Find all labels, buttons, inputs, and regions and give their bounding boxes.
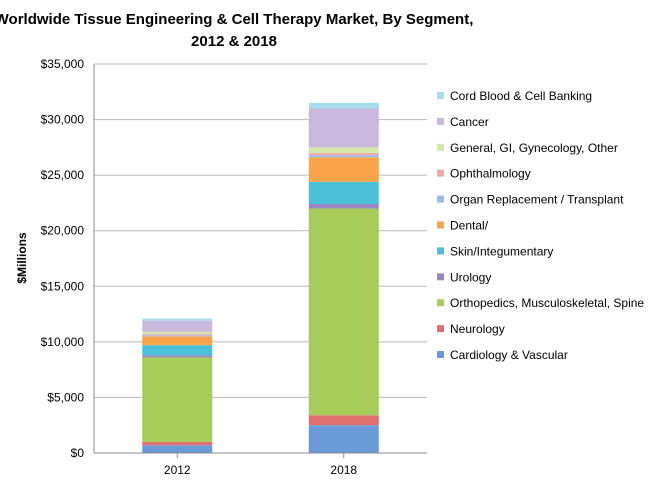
- bar-segment: [142, 355, 213, 358]
- legend: Cord Blood & Cell Banking Cancer General, …: [437, 89, 644, 362]
- legend-swatch: [437, 247, 444, 255]
- legend-swatch: [437, 325, 444, 333]
- bar-segment: [142, 318, 213, 321]
- legend-label: Cord Blood & Cell Banking: [450, 89, 592, 103]
- chart-title-line-2: 2012 & 2018: [191, 33, 277, 50]
- legend-swatch: [437, 299, 444, 307]
- legend-label: Organ Replacement / Transplant: [450, 193, 624, 207]
- bar-segment: [308, 415, 379, 426]
- bar-segment: [142, 331, 213, 335]
- bar-segment: [142, 345, 213, 356]
- y-tick-label: $20,000: [41, 224, 85, 238]
- legend-label: General, GI, Gynecology, Other: [450, 141, 618, 155]
- legend-label: Neurology: [450, 322, 505, 336]
- bar-segment: [308, 102, 379, 109]
- legend-swatch: [437, 92, 444, 99]
- legend-label: Skin/Integumentary: [450, 244, 553, 258]
- y-tick-label: $10,000: [41, 335, 85, 349]
- chart-title-line-1: Worldwide Tissue Engineering & Cell Ther…: [0, 11, 473, 28]
- y-tick-label: $30,000: [41, 113, 85, 127]
- legend-label: Urology: [450, 270, 491, 284]
- y-tick-label: $35,000: [41, 57, 85, 71]
- y-tick-label: $5,000: [47, 390, 84, 404]
- bar-segment: [142, 357, 213, 442]
- legend-swatch: [437, 117, 444, 125]
- legend-label: Dental/: [450, 219, 489, 233]
- bar-segment: [308, 147, 379, 153]
- legend-swatch: [437, 351, 444, 358]
- legend-label: Cardiology & Vascular: [450, 348, 568, 362]
- legend-swatch: [437, 273, 444, 281]
- legend-swatch: [437, 143, 444, 151]
- bar-segment: [308, 155, 379, 158]
- x-tick-label: 2018: [330, 463, 357, 477]
- bar-segment: [308, 425, 379, 453]
- bar-segment: [142, 336, 213, 346]
- bars: [142, 102, 379, 453]
- bar-segment: [142, 320, 213, 332]
- y-tick-label: $25,000: [41, 168, 85, 182]
- x-tick-label: 2012: [164, 463, 191, 477]
- legend-swatch: [437, 221, 444, 229]
- bar-segment: [308, 152, 379, 156]
- legend-label: Cancer: [450, 115, 489, 129]
- legend-label: Ophthalmology: [450, 167, 531, 181]
- legend-label: Orthopedics, Musculoskeletal, Spine: [450, 296, 644, 310]
- bar-segment: [308, 208, 379, 416]
- bar-segment: [308, 157, 379, 182]
- y-axis-label: $Millions: [15, 232, 29, 284]
- bar-segment: [308, 108, 379, 148]
- legend-swatch: [437, 195, 444, 203]
- bar-segment: [142, 441, 213, 446]
- bar-segment: [308, 181, 379, 205]
- bar-segment: [142, 334, 213, 336]
- legend-swatch: [437, 169, 444, 177]
- bar-segment: [142, 335, 213, 337]
- y-tick-label: $0: [71, 446, 85, 460]
- bar-segment: [142, 445, 213, 453]
- y-tick-label: $15,000: [41, 279, 85, 293]
- bar-segment: [308, 204, 379, 209]
- axes: $0 $5,000 $10,000 $15,000 $20,000 $25,000 $30,…: [41, 57, 427, 477]
